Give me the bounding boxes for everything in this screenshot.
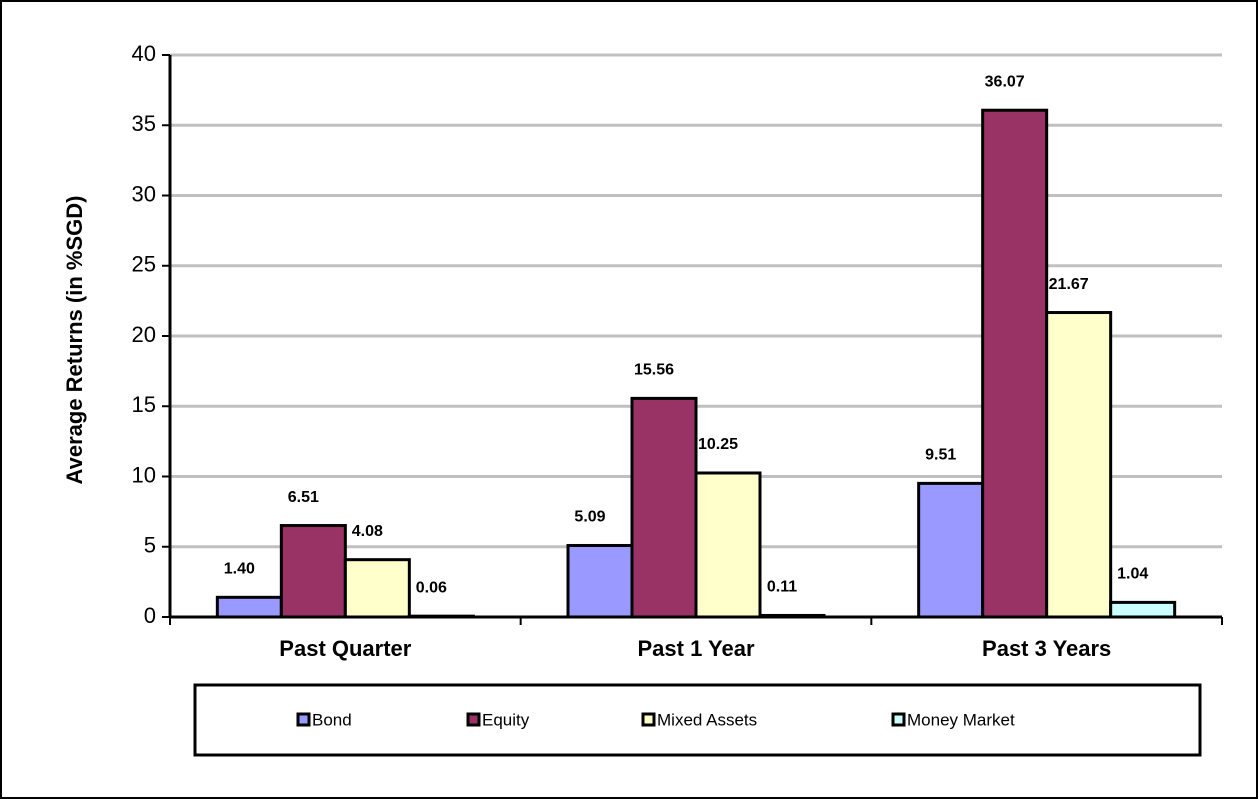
legend-swatch [641, 712, 656, 727]
legend-label: Mixed Assets [657, 710, 757, 729]
data-label: 21.67 [1049, 276, 1089, 293]
data-label: 1.04 [1117, 566, 1148, 583]
data-label: 9.51 [925, 447, 956, 464]
data-label: 6.51 [288, 489, 319, 506]
data-label: 1.40 [224, 561, 255, 578]
x-tick-label: Past 1 Year [637, 636, 754, 661]
data-label: 10.25 [698, 436, 738, 453]
data-label: 4.08 [352, 523, 383, 540]
legend-swatch [891, 712, 906, 727]
bar [1045, 311, 1113, 619]
legend-swatch [466, 712, 481, 727]
bar [981, 108, 1049, 619]
y-tick-label: 0 [144, 603, 156, 628]
bar [215, 595, 283, 619]
data-label: 0.11 [767, 579, 797, 596]
data-label: 15.56 [634, 362, 674, 379]
x-tick-label: Past 3 Years [982, 636, 1111, 661]
bar [917, 481, 985, 619]
bar [279, 524, 347, 619]
y-tick-label: 25 [132, 252, 156, 277]
legend-label: Money Market [907, 710, 1015, 729]
y-tick-label: 5 [144, 533, 156, 558]
bar [1109, 600, 1177, 619]
y-axis-label: Average Returns (in %SGD) [62, 196, 87, 485]
y-tick-label: 20 [132, 322, 156, 347]
legend-label: Equity [482, 710, 530, 729]
y-tick-label: 30 [132, 181, 156, 206]
x-tick-label: Past Quarter [279, 636, 411, 661]
y-tick-label: 15 [132, 392, 156, 417]
bar [566, 543, 634, 619]
bar [694, 471, 762, 619]
bar [343, 558, 411, 619]
y-tick-label: 35 [132, 111, 156, 136]
legend-swatch [296, 712, 311, 727]
bar [630, 396, 698, 619]
y-tick-label: 10 [132, 462, 156, 487]
data-label: 5.09 [574, 509, 605, 526]
y-tick-label: 40 [132, 41, 156, 66]
data-label: 36.07 [985, 73, 1025, 90]
data-label: 0.06 [416, 579, 447, 596]
legend-label: Bond [312, 710, 352, 729]
legend-box [193, 683, 1202, 757]
